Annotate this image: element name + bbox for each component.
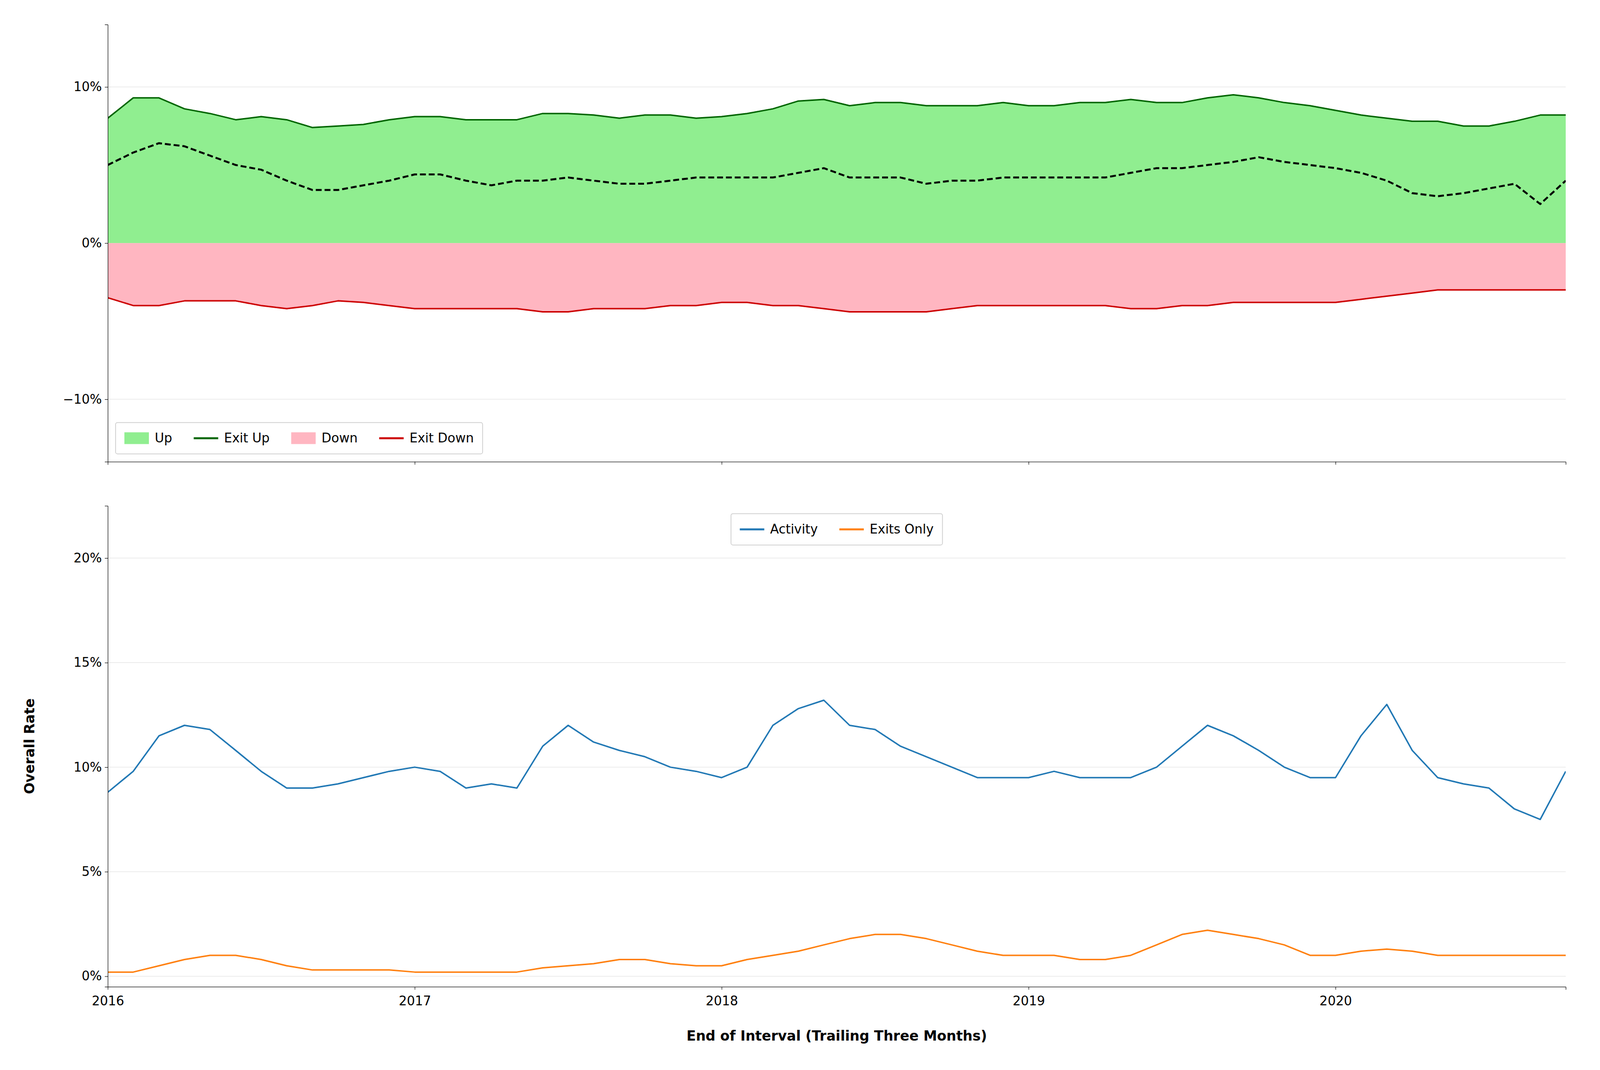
legend: Up Exit Up Down Exit Down: [115, 422, 483, 454]
x-tick: 2020: [1319, 986, 1352, 1008]
x-tick-mark: [1028, 461, 1029, 465]
x-tick: 2016: [91, 986, 124, 1008]
line: [107, 699, 1566, 819]
y-tick-mark: [104, 399, 108, 400]
y-tick-mark: [104, 766, 108, 768]
grid-line: [107, 398, 1566, 400]
x-tick-mark: [721, 461, 722, 465]
y-tick-label: 5%: [81, 863, 102, 879]
grid-line: [107, 871, 1566, 872]
y-axis: 0% 5% 10% 15% 20%: [73, 505, 108, 987]
y-tick-label: 0%: [81, 235, 102, 251]
panel: 2016 2017 2018 2019 2020 0% 5% 10% 15% 20% End of …: [21, 505, 1567, 1044]
marks: [107, 94, 1566, 312]
x-tick-mark: [414, 986, 416, 990]
y-tick-label: 15%: [73, 654, 102, 670]
legend-label: Down: [321, 430, 359, 446]
y-tick-label: −10%: [62, 391, 102, 407]
legend-swatch: [839, 527, 864, 530]
grid-line: [107, 557, 1566, 559]
x-tick: 2017: [398, 986, 431, 1008]
y-axis-title: Overall Rate: [21, 697, 38, 794]
legend-label: Exit Down: [409, 430, 474, 446]
x-tick: [721, 461, 722, 465]
legend-swatch: [124, 431, 149, 444]
y-tick-mark: [104, 242, 108, 244]
x-axis-line: [108, 461, 1567, 465]
legend-swatch: [740, 527, 765, 530]
grid: [107, 86, 1566, 399]
legend-box: [731, 513, 943, 545]
x-tick: 2018: [705, 986, 739, 1008]
line: [107, 143, 1566, 204]
x-tick: [1028, 461, 1029, 465]
legend-label: Exit Up: [224, 430, 270, 446]
y-tick-label: 10%: [73, 79, 102, 95]
x-tick-mark: [414, 461, 416, 465]
chart: −10%0%10%UpExit UpDownExit Down201620172…: [0, 0, 1600, 1070]
legend-label: Activity: [770, 521, 818, 537]
legend-swatch: [291, 431, 316, 444]
x-tick-mark: [1028, 986, 1029, 990]
y-tick: 0%: [81, 235, 108, 251]
x-axis-line: [108, 986, 1567, 990]
grid: [107, 557, 1566, 977]
y-tick: 10%: [73, 79, 108, 95]
y-tick-mark: [104, 871, 108, 872]
y-tick-mark: [104, 86, 108, 88]
x-tick-label: 2016: [91, 993, 124, 1008]
y-tick: 10%: [73, 759, 108, 775]
y-tick-mark: [104, 662, 108, 663]
x-tick: [1335, 461, 1337, 465]
y-tick-mark: [104, 976, 108, 977]
x-tick-label: 2018: [705, 993, 739, 1008]
legend: Activity Exits Only: [731, 513, 943, 545]
x-axis: 2016 2017 2018 2019 2020: [91, 986, 1566, 1008]
marks: [107, 699, 1566, 972]
legend-label: Up: [154, 430, 173, 446]
y-tick: 15%: [73, 654, 108, 670]
grid-line: [107, 662, 1566, 663]
y-tick-label: 0%: [81, 968, 102, 983]
y-tick: 5%: [81, 863, 108, 879]
y-tick-label: 10%: [73, 759, 102, 775]
x-tick: 2019: [1012, 986, 1046, 1008]
x-tick-mark: [721, 986, 722, 990]
y-tick-mark: [104, 557, 108, 559]
y-axis-line: [104, 24, 109, 462]
x-axis: [108, 461, 1567, 465]
x-tick-label: 2019: [1012, 993, 1046, 1008]
line: [107, 94, 1566, 128]
line: [107, 930, 1566, 972]
x-tick-label: 2020: [1319, 993, 1352, 1008]
y-axis-line: [104, 505, 109, 987]
legend-box: [115, 422, 483, 454]
grid-line: [107, 975, 1566, 977]
x-tick-label: 2017: [398, 993, 431, 1008]
y-tick-label: 20%: [73, 550, 102, 566]
y-tick: 0%: [81, 968, 108, 983]
grid-line: [107, 86, 1566, 88]
line: [107, 289, 1566, 312]
x-tick: [414, 461, 416, 465]
y-axis: −10% 0% 10%: [62, 24, 108, 462]
x-tick-mark: [1335, 986, 1337, 990]
area: [107, 94, 1566, 243]
y-tick: −10%: [62, 391, 108, 407]
y-tick: 20%: [73, 550, 108, 566]
legend-swatch: [193, 436, 219, 439]
grid-line: [107, 766, 1566, 767]
legend-swatch: [379, 436, 404, 439]
area: [107, 242, 1566, 312]
panel: −10% 0% 10% Up Exit Up Down Exit Down: [62, 24, 1566, 465]
x-tick-mark: [1335, 461, 1337, 465]
legend-label: Exits Only: [869, 521, 934, 537]
x-axis-title: End of Interval (Trailing Three Months): [686, 1027, 987, 1044]
